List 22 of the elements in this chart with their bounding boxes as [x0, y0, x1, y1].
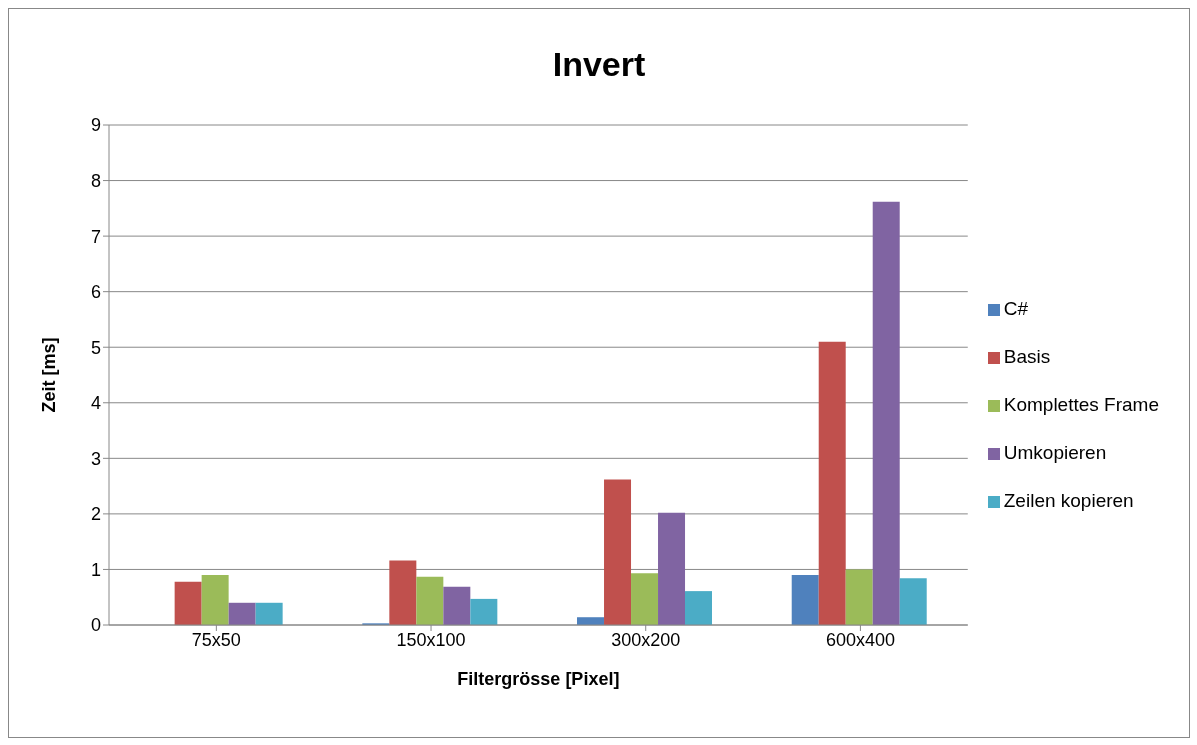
y-tick-label: 6 [90, 282, 101, 303]
y-tick-label: 9 [90, 115, 101, 136]
x-tick-label: 150x100 [396, 629, 466, 650]
y-axis-title: Zeit [ms] [39, 337, 60, 413]
x-tick-label: 600x400 [825, 629, 895, 650]
y-tick-label: 3 [90, 448, 101, 469]
legend-label: Komplettes Frame [1003, 394, 1159, 415]
y-tick-label: 4 [90, 393, 101, 414]
x-tick-label: 75x50 [191, 629, 241, 650]
legend-label: Zeilen kopieren [1003, 490, 1134, 511]
x-tick-label: 300x200 [611, 629, 681, 650]
y-tick-label: 5 [90, 337, 101, 358]
x-axis-title: Filtergrösse [Pixel] [457, 669, 620, 689]
y-tick-label: 1 [90, 559, 101, 580]
y-tick-label: 0 [90, 615, 101, 636]
legend-label: C# [1003, 298, 1029, 319]
chart-title: Invert [551, 45, 647, 85]
y-tick-label: 2 [90, 504, 101, 525]
y-tick-label: 8 [90, 170, 101, 191]
legend-label: Umkopieren [1003, 442, 1107, 463]
y-tick-label: 7 [90, 226, 101, 247]
legend-label: Basis [1003, 346, 1051, 367]
